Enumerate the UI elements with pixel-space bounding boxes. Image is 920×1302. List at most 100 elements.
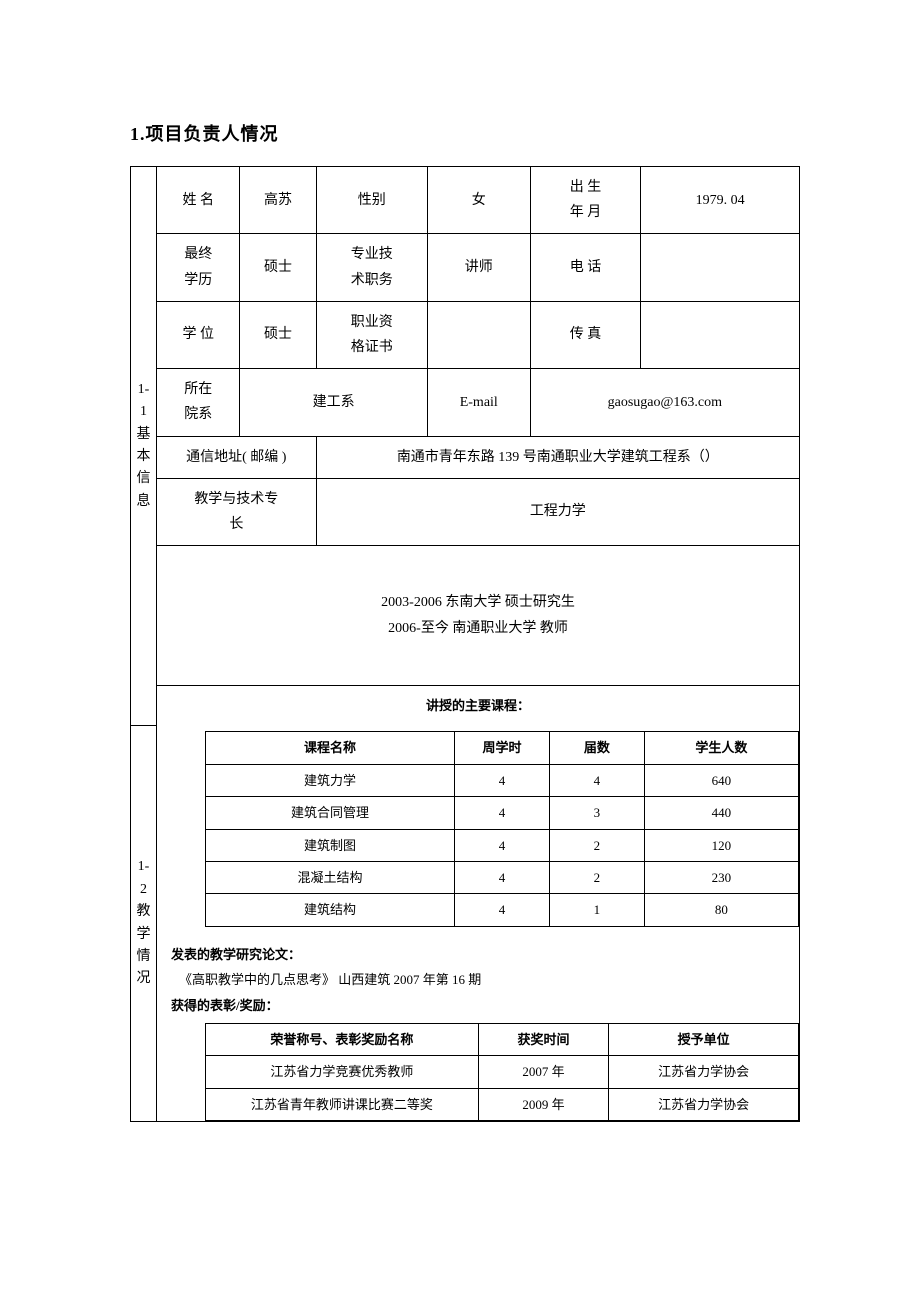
birth-label-l2: 年 月 <box>570 205 602 220</box>
edu-value: 硕士 <box>240 234 316 301</box>
courses-cell-4-0: 建筑结构 <box>206 894 455 926</box>
awards-header-2: 授予单位 <box>609 1023 799 1055</box>
gender-label: 性别 <box>316 167 427 234</box>
courses-cell-2-3: 120 <box>644 829 798 861</box>
dept-label-l2: 院系 <box>184 407 212 422</box>
section-1-1-label: 1-1 基 本 信 息 <box>131 167 157 726</box>
section-1-2-char-3: 况 <box>135 968 152 990</box>
courses-cell-2-1: 4 <box>455 829 550 861</box>
section-1-1-char-3: 息 <box>135 491 152 513</box>
courses-row: 建筑合同管理43440 <box>206 797 799 829</box>
section-1-2-label: 1-2 教 学 情 况 <box>131 725 157 1121</box>
courses-header-0: 课程名称 <box>206 732 455 764</box>
cert-label: 职业资 格证书 <box>316 301 427 368</box>
specialty-label: 教学与技术专 长 <box>157 478 317 545</box>
courses-row: 混凝土结构42230 <box>206 862 799 894</box>
edu-label: 最终 学历 <box>157 234 240 301</box>
name-label: 姓 名 <box>157 167 240 234</box>
courses-table-wrapper: 课程名称周学时届数学生人数建筑力学44640建筑合同管理43440建筑制图421… <box>157 725 800 932</box>
papers-list: 《高职教学中的几点思考》 山西建筑 2007 年第 16 期 <box>171 966 785 993</box>
courses-cell-2-0: 建筑制图 <box>206 829 455 861</box>
section-1-1-num: 1-1 <box>135 379 152 424</box>
awards-header-0: 荣誉称号、表彰奖励名称 <box>206 1023 479 1055</box>
phone-label: 电 话 <box>530 234 641 301</box>
history-cell: 2003-2006 东南大学 硕士研究生 2006-至今 南通职业大学 教师 <box>157 546 800 686</box>
courses-row: 建筑结构4180 <box>206 894 799 926</box>
cert-value <box>427 301 530 368</box>
specialty-label-l2: 长 <box>229 517 243 532</box>
awards-row: 江苏省力学竞赛优秀教师2007 年江苏省力学协会 <box>206 1056 799 1088</box>
courses-row: 建筑制图42120 <box>206 829 799 861</box>
cert-label-l1: 职业资 <box>351 315 393 330</box>
courses-table: 课程名称周学时届数学生人数建筑力学44640建筑合同管理43440建筑制图421… <box>205 731 799 926</box>
courses-cell-3-2: 2 <box>549 862 644 894</box>
page-title: 1.项目负责人情况 <box>130 120 800 146</box>
proftitle-label-l2: 术职务 <box>351 273 393 288</box>
courses-cell-4-2: 1 <box>549 894 644 926</box>
courses-cell-4-3: 80 <box>644 894 798 926</box>
dept-label-l1: 所在 <box>184 382 212 397</box>
courses-cell-0-2: 4 <box>549 764 644 796</box>
fax-label: 传 真 <box>530 301 641 368</box>
history-line-2: 2006-至今 南通职业大学 教师 <box>161 616 795 641</box>
awards-heading: 获得的表彰/奖励： <box>171 994 785 1017</box>
dept-value: 建工系 <box>240 369 427 436</box>
proftitle-value: 讲师 <box>427 234 530 301</box>
specialty-label-l1: 教学与技术专 <box>194 492 278 507</box>
birth-label: 出 生 年 月 <box>530 167 641 234</box>
section-1-2-char-1: 学 <box>135 924 152 946</box>
section-1-2-char-2: 情 <box>135 946 152 968</box>
courses-cell-1-0: 建筑合同管理 <box>206 797 455 829</box>
edu-label-l1: 最终 <box>184 247 212 262</box>
history-line-1: 2003-2006 东南大学 硕士研究生 <box>161 590 795 615</box>
papers-awards-wrapper: 发表的教学研究论文： 《高职教学中的几点思考》 山西建筑 2007 年第 16 … <box>157 933 800 1122</box>
courses-cell-2-2: 2 <box>549 829 644 861</box>
degree-value: 硕士 <box>240 301 316 368</box>
gender-value: 女 <box>427 167 530 234</box>
section-1-1-char-0: 基 <box>135 424 152 446</box>
fax-value <box>641 301 800 368</box>
specialty-value: 工程力学 <box>316 478 799 545</box>
courses-row: 建筑力学44640 <box>206 764 799 796</box>
courses-cell-1-2: 3 <box>549 797 644 829</box>
courses-header-2: 届数 <box>549 732 644 764</box>
awards-cell-1-1: 2009 年 <box>478 1088 608 1120</box>
awards-cell-0-0: 江苏省力学竞赛优秀教师 <box>206 1056 479 1088</box>
section-1-2-num: 1-2 <box>135 856 152 901</box>
awards-row: 江苏省青年教师讲课比赛二等奖2009 年江苏省力学协会 <box>206 1088 799 1120</box>
email-label: E-mail <box>427 369 530 436</box>
courses-cell-1-1: 4 <box>455 797 550 829</box>
phone-value <box>641 234 800 301</box>
awards-cell-1-0: 江苏省青年教师讲课比赛二等奖 <box>206 1088 479 1120</box>
section-1-1-char-2: 信 <box>135 468 152 490</box>
main-form-table: 1-1 基 本 信 息 姓 名 高苏 性别 女 出 生 年 月 1979. 04… <box>130 166 800 1122</box>
courses-cell-0-0: 建筑力学 <box>206 764 455 796</box>
awards-header-1: 获奖时间 <box>478 1023 608 1055</box>
birth-value: 1979. 04 <box>641 167 800 234</box>
courses-cell-3-0: 混凝土结构 <box>206 862 455 894</box>
addr-value: 南通市青年东路 139 号南通职业大学建筑工程系（） <box>316 436 799 478</box>
cert-label-l2: 格证书 <box>351 340 393 355</box>
awards-cell-1-2: 江苏省力学协会 <box>609 1088 799 1120</box>
courses-header-3: 学生人数 <box>644 732 798 764</box>
proftitle-label-l1: 专业技 <box>351 247 393 262</box>
courses-cell-4-1: 4 <box>455 894 550 926</box>
courses-cell-3-3: 230 <box>644 862 798 894</box>
courses-header-1: 周学时 <box>455 732 550 764</box>
edu-label-l2: 学历 <box>184 273 212 288</box>
section-1-1-char-1: 本 <box>135 446 152 468</box>
awards-table: 荣誉称号、表彰奖励名称获奖时间授予单位江苏省力学竞赛优秀教师2007 年江苏省力… <box>205 1023 799 1121</box>
courses-heading: 讲授的主要课程： <box>157 686 800 726</box>
name-value: 高苏 <box>240 167 316 234</box>
email-value: gaosugao@163.com <box>530 369 799 436</box>
awards-cell-0-1: 2007 年 <box>478 1056 608 1088</box>
courses-cell-0-1: 4 <box>455 764 550 796</box>
dept-label: 所在 院系 <box>157 369 240 436</box>
awards-cell-0-2: 江苏省力学协会 <box>609 1056 799 1088</box>
proftitle-label: 专业技 术职务 <box>316 234 427 301</box>
papers-heading: 发表的教学研究论文： <box>171 943 785 966</box>
courses-cell-1-3: 440 <box>644 797 798 829</box>
degree-label: 学 位 <box>157 301 240 368</box>
courses-cell-0-3: 640 <box>644 764 798 796</box>
paper-item-0: 《高职教学中的几点思考》 山西建筑 2007 年第 16 期 <box>171 966 785 993</box>
